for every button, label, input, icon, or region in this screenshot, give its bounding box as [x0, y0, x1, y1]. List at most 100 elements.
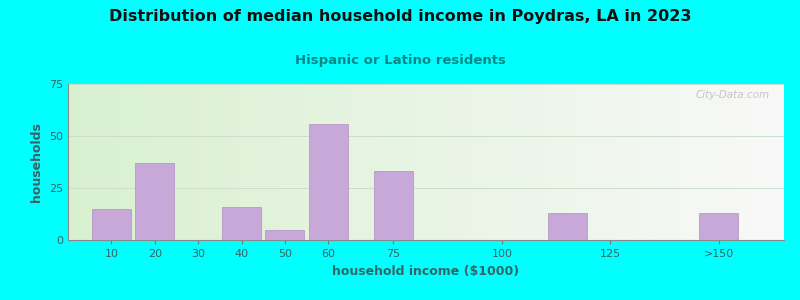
Bar	[445, 84, 448, 240]
Bar	[250, 84, 253, 240]
Bar	[292, 84, 295, 240]
Bar	[247, 84, 250, 240]
Bar	[166, 84, 169, 240]
Bar	[767, 84, 770, 240]
Bar	[262, 84, 265, 240]
Bar	[538, 84, 542, 240]
Bar	[68, 84, 71, 240]
Bar	[419, 84, 422, 240]
Bar	[223, 84, 226, 240]
Bar	[376, 84, 379, 240]
Bar	[689, 84, 692, 240]
Bar	[658, 84, 661, 240]
Bar	[235, 84, 238, 240]
Bar	[106, 84, 110, 240]
Bar	[206, 84, 210, 240]
Bar	[772, 84, 775, 240]
Bar	[514, 84, 518, 240]
Bar	[400, 84, 403, 240]
Bar	[264, 84, 267, 240]
Bar	[282, 84, 286, 240]
Bar	[670, 84, 673, 240]
Bar	[269, 84, 271, 240]
Bar	[699, 213, 738, 240]
Bar	[495, 84, 498, 240]
Bar	[576, 84, 579, 240]
Bar	[641, 84, 644, 240]
Bar	[646, 84, 649, 240]
Bar	[483, 84, 486, 240]
Bar	[488, 84, 491, 240]
Bar	[218, 84, 222, 240]
Bar	[672, 84, 675, 240]
Bar	[746, 84, 749, 240]
Bar	[163, 84, 166, 240]
Bar	[708, 84, 710, 240]
Text: Distribution of median household income in Poydras, LA in 2023: Distribution of median household income …	[109, 9, 691, 24]
Bar	[777, 84, 780, 240]
Bar	[691, 84, 694, 240]
Bar	[335, 84, 338, 240]
Text: City-Data.com: City-Data.com	[695, 90, 770, 100]
Bar	[481, 84, 484, 240]
Bar	[259, 84, 262, 240]
Bar	[478, 84, 482, 240]
Bar	[182, 84, 186, 240]
Bar	[476, 84, 479, 240]
Bar	[109, 84, 112, 240]
Text: Hispanic or Latino residents: Hispanic or Latino residents	[294, 54, 506, 67]
Bar	[486, 84, 489, 240]
Bar	[583, 84, 586, 240]
Bar	[701, 84, 703, 240]
Bar	[464, 84, 467, 240]
Bar	[364, 84, 367, 240]
Bar	[330, 84, 334, 240]
Bar	[755, 84, 758, 240]
Bar	[774, 84, 778, 240]
Bar	[712, 84, 715, 240]
Bar	[571, 84, 574, 240]
Bar	[617, 84, 620, 240]
Bar	[726, 84, 730, 240]
Bar	[731, 84, 734, 240]
Bar	[371, 84, 374, 240]
Bar	[760, 84, 763, 240]
Bar	[99, 84, 102, 240]
Bar	[624, 84, 627, 240]
Bar	[130, 84, 133, 240]
Bar	[770, 84, 773, 240]
Bar	[452, 84, 455, 240]
Bar	[765, 84, 768, 240]
Bar	[724, 84, 727, 240]
Bar	[90, 84, 93, 240]
Bar	[321, 84, 324, 240]
Bar	[97, 84, 100, 240]
X-axis label: household income ($1000): household income ($1000)	[333, 265, 519, 278]
Bar	[442, 84, 446, 240]
Bar	[316, 84, 319, 240]
Bar	[438, 84, 441, 240]
Y-axis label: households: households	[30, 122, 43, 202]
Bar	[462, 84, 465, 240]
Bar	[383, 84, 386, 240]
Bar	[338, 84, 341, 240]
Bar	[447, 84, 450, 240]
Bar	[407, 84, 410, 240]
Bar	[598, 84, 601, 240]
Bar	[342, 84, 346, 240]
Bar	[665, 84, 668, 240]
Bar	[304, 84, 307, 240]
Bar	[586, 84, 589, 240]
Bar	[347, 84, 350, 240]
Bar	[762, 84, 766, 240]
Bar	[595, 84, 598, 240]
Bar	[297, 84, 300, 240]
Bar	[302, 84, 305, 240]
Bar	[386, 84, 389, 240]
Bar	[151, 84, 154, 240]
Bar	[294, 84, 298, 240]
Bar	[547, 213, 586, 240]
Bar	[104, 84, 107, 240]
Bar	[610, 84, 613, 240]
Bar	[402, 84, 406, 240]
